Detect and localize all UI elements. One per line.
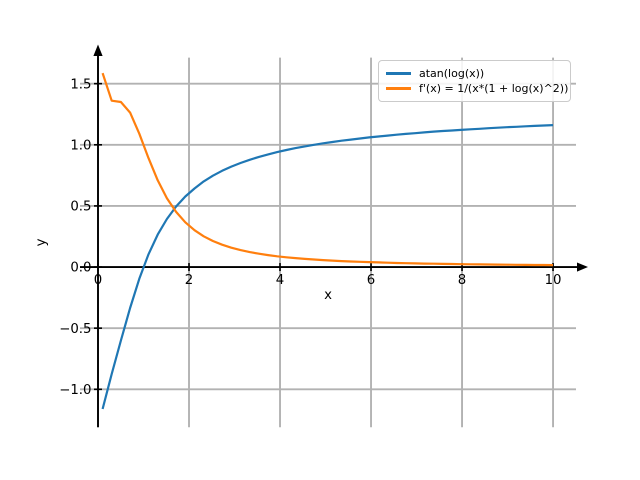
y-tick-label: 1.5 (70, 77, 91, 92)
y-tick-label: −0.5 (59, 322, 91, 337)
legend-entry: atan(log(x)) (386, 68, 564, 79)
legend-label: atan(log(x)) (419, 67, 485, 80)
x-axis-label: x (324, 288, 332, 303)
legend-label: f'(x) = 1/(x*(1 + log(x)^2)) (419, 82, 569, 95)
y-tick-label: −1.0 (59, 383, 91, 398)
legend: atan(log(x)) f'(x) = 1/(x*(1 + log(x)^2)… (378, 60, 571, 102)
series-line-derivative (101, 72, 554, 267)
x-tick-label: 10 (545, 273, 562, 288)
legend-line-swatch-derivative (386, 87, 411, 90)
x-tick-label: 4 (276, 273, 284, 288)
legend-entry: f'(x) = 1/(x*(1 + log(x)^2)) (386, 83, 568, 94)
y-tick-label: 1.0 (70, 138, 91, 153)
series-line-atan-log-x (101, 124, 554, 410)
x-tick-label: 6 (367, 273, 375, 288)
y-axis-arrowhead (93, 44, 103, 56)
x-tick-label: 8 (458, 273, 466, 288)
x-tick-label: 2 (185, 273, 193, 288)
y-tick-label: 0.0 (70, 261, 91, 276)
x-axis-arrowhead (577, 262, 588, 272)
legend-line-swatch-atan (386, 72, 411, 75)
y-axis-label: y (34, 238, 49, 246)
y-tick-label: 0.5 (70, 200, 91, 215)
